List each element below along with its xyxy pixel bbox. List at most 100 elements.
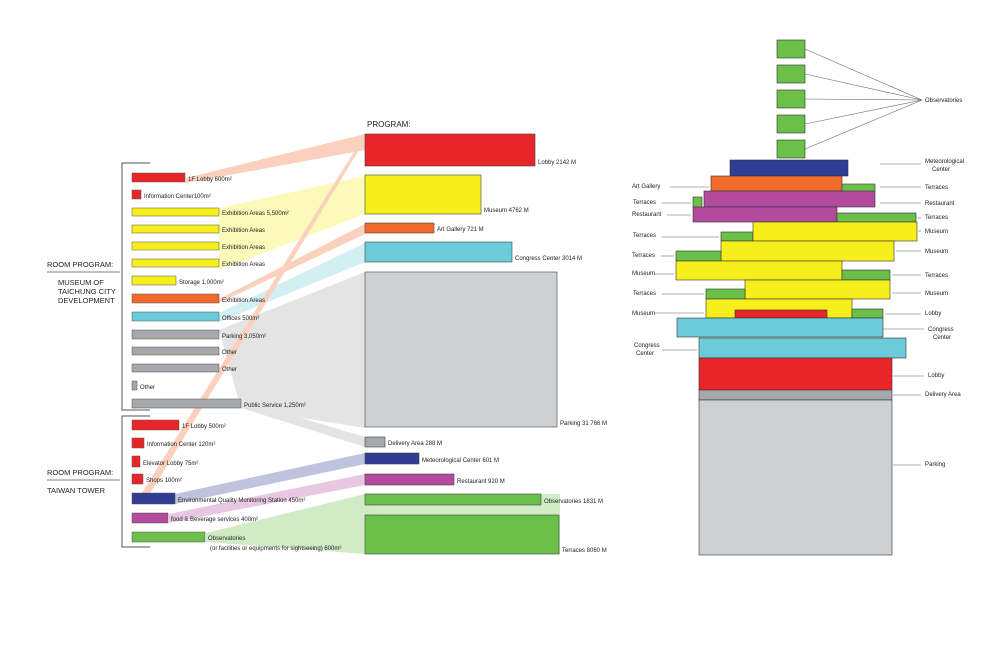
tower-block [698, 389, 893, 401]
program-label: Observatories 1831 M [544, 499, 603, 505]
room-bar [131, 398, 242, 409]
room-bar [131, 531, 206, 543]
tower-block [703, 190, 876, 208]
tower-label: Museum [632, 311, 655, 317]
tower-label: Restaurant [925, 201, 955, 207]
tower-label: Terraces [633, 200, 656, 206]
room-label: food & Beverage services 400m² [171, 517, 258, 523]
tower-block [776, 39, 806, 59]
program-bar [364, 241, 513, 263]
room-label: Shops 100m² [146, 478, 182, 484]
room-bar [131, 224, 220, 234]
band-cross [140, 134, 365, 500]
group1-subtitle-2: TAICHUNG CITY [58, 287, 116, 296]
room-label: Elevator Lobby 75m² [143, 461, 198, 467]
program-label: Congress Center 3014 M [515, 256, 582, 262]
tower-label: Center [932, 167, 950, 173]
program-bar [364, 452, 420, 465]
tower-label: Museum [632, 271, 655, 277]
group1-subtitle-1: MUSEUM OF [58, 278, 104, 287]
tower-block [692, 196, 703, 208]
room-label: Offices 500m² [222, 316, 259, 322]
program-bar [364, 514, 560, 555]
group2-subtitle: TAIWAN TOWER [47, 486, 106, 495]
room-bar [131, 512, 169, 524]
room-label: Information Center100m² [144, 194, 211, 200]
tower-block [698, 399, 893, 556]
room-label: Parking 3,050m² [222, 334, 266, 340]
group2-title: ROOM PROGRAM: [47, 468, 113, 477]
room-label: Observatories [208, 536, 245, 542]
program-bar [364, 473, 455, 486]
band-artgallery [219, 224, 365, 303]
leader-line [804, 99, 923, 150]
program-label: Meteorological Center 601 M [422, 458, 499, 464]
tower-label: Restaurant [632, 212, 662, 218]
tower-block [692, 206, 838, 223]
band-meteo [175, 453, 365, 504]
room-label: 1F Lobby 600m² [188, 177, 232, 183]
left-titles: ROOM PROGRAM: MUSEUM OF TAICHUNG CITY DE… [47, 260, 120, 495]
tower-label: Observatories [925, 98, 962, 104]
band-congress [219, 243, 365, 322]
observatories-note: (or facilities or equipments for sightse… [210, 546, 341, 552]
tower-block [720, 231, 754, 242]
tower-block [776, 139, 806, 159]
room-bar [131, 329, 220, 340]
tower-label: Parking [925, 462, 945, 468]
band-restaurant [169, 474, 365, 523]
tower-label: Museum [925, 229, 948, 235]
room-bar [131, 473, 144, 485]
tower-section: Observatories Meteorological Center Terrace… [632, 39, 964, 556]
room-label: Other [140, 385, 155, 391]
program-bar [364, 222, 435, 234]
room-bar [131, 492, 176, 505]
room-bar [131, 455, 141, 468]
tower-label: Lobby [928, 373, 944, 379]
room-bar [131, 380, 138, 391]
tower-block [776, 64, 806, 84]
tower-label: Congress [928, 327, 954, 333]
tower-label: Museum [925, 291, 948, 297]
program-bar [364, 133, 536, 167]
program-label: Terraces 8060 M [562, 548, 607, 554]
tower-label: Art Gallery [632, 184, 660, 190]
room-bar [131, 258, 220, 268]
program-label: Restaurant 920 M [457, 479, 505, 485]
room-bar [131, 419, 180, 431]
program-label: Lobby 2142 M [538, 160, 576, 166]
tower-label: Terraces [632, 253, 655, 259]
leader-line [804, 73, 923, 101]
room-label: Exhibition Areas [222, 298, 265, 304]
leader-line [804, 48, 923, 101]
tower-block [676, 317, 884, 338]
leader-line [804, 99, 923, 125]
room-bar [131, 346, 220, 356]
tower-label: Delivery Area [925, 392, 961, 398]
room-label: Exhibition Areas 5,500m² [222, 211, 289, 217]
tower-block [698, 337, 907, 359]
tower-label: Center [933, 335, 951, 341]
tower-label: Terraces [633, 291, 656, 297]
band-lobby [186, 134, 365, 183]
room-bar [131, 311, 220, 322]
tower-label: Lobby [925, 311, 941, 317]
room-label: 1F Lobby 500m² [182, 424, 226, 430]
program-label: Museum 4762 M [484, 208, 529, 214]
tower-block [744, 279, 891, 300]
room-label: Environmental Quality Monitoring Station… [178, 498, 305, 504]
room-bar [131, 363, 220, 373]
room-label: Exhibition Areas [222, 262, 265, 268]
tower-block [836, 212, 917, 223]
tower-block [710, 175, 843, 192]
room-bar [131, 293, 220, 304]
band-delivery [241, 400, 365, 447]
tower-label: Terraces [925, 273, 948, 279]
program-bar [364, 436, 386, 448]
tower-block [841, 269, 891, 281]
program-label: Delivery Area 288 M [388, 441, 442, 447]
tower-block [851, 308, 884, 319]
tower-block [675, 260, 843, 281]
tower-block [776, 89, 806, 109]
room-bar [131, 437, 145, 449]
